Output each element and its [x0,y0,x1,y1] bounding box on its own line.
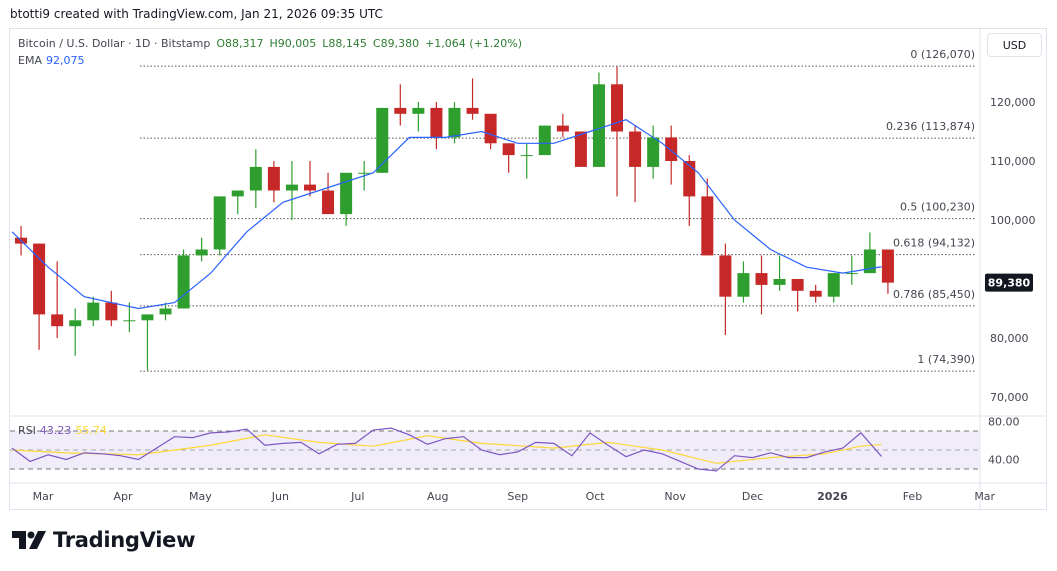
candle-body [177,255,190,309]
rsi-tick-label: 80.00 [988,416,1020,429]
candle-body [51,314,64,327]
time-tick-label: Jul [350,490,364,503]
ema-line [11,119,882,310]
candle-body [159,308,172,315]
candle-body [683,161,696,197]
candle-body [285,184,298,191]
candle-body [87,302,100,321]
tradingview-logo: TradingView [12,528,195,552]
candle-body [412,107,425,114]
candle-body [791,279,804,291]
candle-body [502,143,515,156]
candle-body [809,290,822,297]
candle-body [484,113,497,144]
currency-button[interactable]: USD [987,33,1042,57]
price-tick-label: 110,000 [990,155,1036,168]
fib-label-1: 1 (74,390) [917,353,975,366]
last-price-label: 89,380 [988,277,1031,290]
symbol-legend: Bitcoin / U.S. Dollar · 1D · Bitstamp O88… [18,35,522,69]
candle-body [322,190,335,215]
candle-body [213,196,226,250]
candle-body [737,273,750,297]
time-tick-label: Jun [271,490,289,503]
price-tick-label: 120,000 [990,96,1036,109]
time-tick-label: Nov [664,490,686,503]
candle-body [701,196,714,256]
candle-body [592,84,605,167]
rsi-value: 43.23 [39,424,72,437]
fib-label-0.618: 0.618 (94,132) [893,237,975,250]
price-tick-label: 100,000 [990,214,1036,227]
candle-body [647,137,660,167]
candle-body [538,125,551,156]
high-value: H90,005 [269,37,317,50]
candle-body [556,125,569,132]
rsi-ma-value: 55.74 [75,424,107,437]
candle-body [448,107,461,138]
candle-body [881,249,894,283]
candle-body [231,190,244,197]
time-tick-label: Dec [742,490,763,503]
candle-body [665,137,678,161]
tradingview-logo-icon [12,531,46,549]
candle-body [863,249,876,274]
time-tick-label: Sep [507,490,528,503]
rsi-legend: RSI 43.23 55.74 [18,424,107,437]
fib-label-0.5: 0.5 (100,230) [900,201,975,214]
change-value: +1,064 (+1.20%) [425,37,523,50]
candle-body [629,131,642,167]
close-value: C89,380 [372,37,420,50]
time-tick-label: May [189,490,212,503]
candle-body [376,107,389,173]
price-tick-label: 80,000 [990,332,1029,345]
candle-body [719,255,732,297]
rsi-tick-label: 40.00 [988,454,1020,467]
time-tick-label: Mar [974,490,995,503]
candle-body [827,273,840,297]
time-tick-label: Apr [113,490,133,503]
chart-credit: btotti9 created with TradingView.com, Ja… [10,7,383,21]
rsi-ma-line [12,434,882,464]
candle-body [394,107,407,114]
candle-body [141,314,154,321]
candle-body [520,155,533,157]
candle-body [123,320,136,322]
time-tick-label: Mar [33,490,54,503]
candle-body [195,249,208,256]
candle-body [574,131,587,167]
time-tick-label: 2026 [817,490,848,503]
time-tick-label: Aug [427,490,448,503]
candle-body [249,166,262,191]
candle-body [430,107,443,138]
candle-body [466,107,479,114]
candle-body [304,184,316,191]
fib-label-0: 0 (126,070) [910,48,975,61]
brand-name: TradingView [53,528,196,552]
candle-body [358,172,371,174]
rsi-line [11,427,882,472]
last-price-bg [985,273,1033,292]
candle-body [340,172,353,215]
time-tick-label: Feb [903,490,922,503]
fib-label-0.236: 0.236 (113,874) [886,120,975,133]
candle-body [105,302,118,321]
rsi-label[interactable]: RSI [18,424,36,437]
candle-body [611,84,624,132]
ema-label[interactable]: EMA [18,54,42,67]
ema-value: 92,075 [45,54,85,67]
candle-body [69,320,82,327]
candle-body [845,273,858,275]
price-tick-label: 70,000 [990,391,1029,404]
candle-body [755,273,768,285]
low-value: L88,145 [322,37,367,50]
open-value: O88,317 [216,37,264,50]
time-tick-label: Oct [586,490,606,503]
candle-body [267,166,280,191]
symbol-title[interactable]: Bitcoin / U.S. Dollar · 1D · Bitstamp [18,37,211,50]
chart-frame [9,28,1047,510]
candle-body [773,279,786,285]
last-price-tag: 89,380 [985,273,1033,292]
fib-label-0.786: 0.786 (85,450) [893,288,975,301]
